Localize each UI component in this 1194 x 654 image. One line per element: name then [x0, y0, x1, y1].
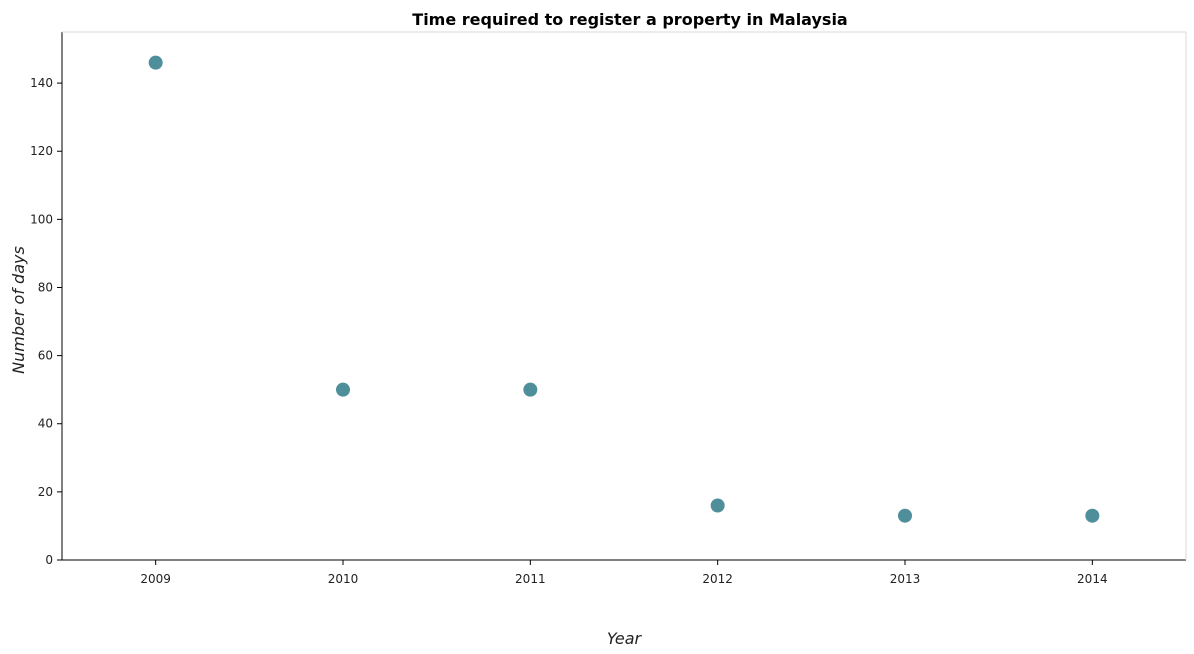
- x-tick-label: 2009: [140, 572, 171, 586]
- data-point: [1085, 508, 1100, 523]
- x-tick-label: 2012: [702, 572, 733, 586]
- y-tick-label: 20: [38, 485, 53, 499]
- data-point: [336, 382, 350, 397]
- y-tick-label: 140: [30, 76, 53, 90]
- x-tick-label: 2011: [515, 572, 546, 586]
- y-axis-label: Number of days: [9, 246, 28, 374]
- x-tick-label: 2014: [1077, 572, 1108, 586]
- y-tick-label: 0: [45, 553, 53, 567]
- data-points: [148, 55, 1100, 523]
- data-point: [148, 55, 163, 70]
- chart-title: Time required to register a property in …: [412, 10, 847, 29]
- x-tick-label: 2010: [328, 572, 359, 586]
- data-point: [710, 498, 725, 513]
- y-tick-label: 120: [30, 144, 53, 158]
- data-point: [523, 382, 538, 397]
- data-point: [898, 508, 912, 523]
- y-tick-label: 60: [38, 349, 53, 363]
- y-tick-label: 100: [30, 212, 53, 226]
- x-axis-label: Year: [607, 629, 643, 648]
- y-tick-label: 80: [38, 280, 53, 294]
- x-tick-label: 2013: [890, 572, 921, 586]
- y-tick-label: 40: [38, 417, 53, 431]
- ticks: 0 20 40 60 80 100 120 140 2009 2010 2011 2012 2013 20…: [30, 76, 1108, 586]
- axes: [61, 31, 1187, 561]
